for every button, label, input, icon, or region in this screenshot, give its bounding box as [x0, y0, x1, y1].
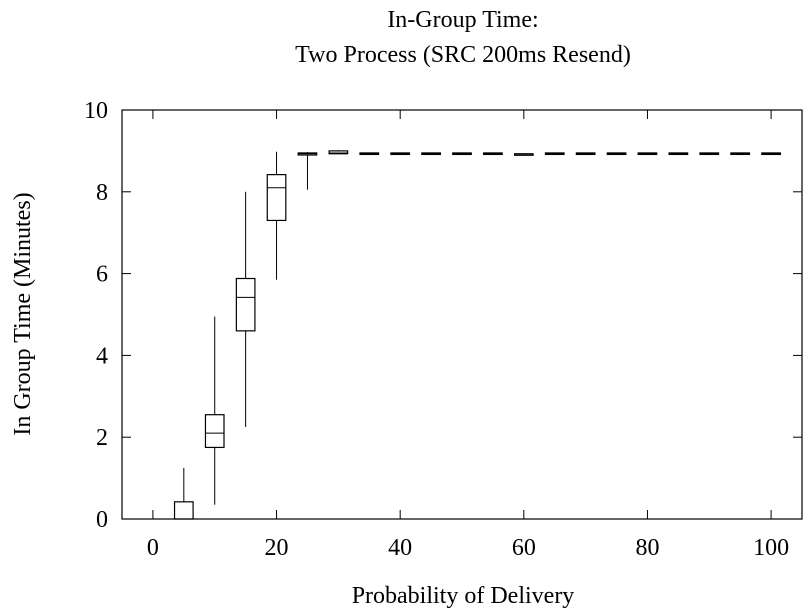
x-tick-label: 40: [388, 535, 412, 561]
y-axis-label: In Group Time (Minutes): [10, 192, 36, 435]
chart-title-line-2: Two Process (SRC 200ms Resend): [295, 42, 631, 68]
box-iqr: [173, 501, 194, 520]
box-iqr: [204, 414, 225, 449]
x-tick-label: 100: [753, 535, 789, 561]
box-iqr: [328, 150, 349, 155]
x-axis-label: Probability of Delivery: [352, 583, 575, 609]
box-iqr: [235, 277, 256, 332]
chart-title-line-1: In-Group Time:: [387, 7, 538, 33]
plot-frame: [121, 109, 803, 520]
y-tick-label: 8: [96, 180, 108, 206]
y-tick-label: 6: [96, 262, 108, 288]
x-tick-label: 20: [265, 535, 289, 561]
x-tick-label: 80: [635, 535, 659, 561]
plot-area: 0 20 40 60 80 100 0 2 4 6 8 10: [84, 98, 803, 561]
x-tick-label: 60: [512, 535, 536, 561]
x-tick-label: 0: [147, 535, 159, 561]
y-tick-label: 2: [96, 425, 108, 451]
box-iqr: [266, 174, 287, 222]
y-tick-label: 4: [96, 343, 108, 369]
y-tick-label: 10: [84, 98, 108, 124]
y-tick-label: 0: [96, 507, 108, 533]
